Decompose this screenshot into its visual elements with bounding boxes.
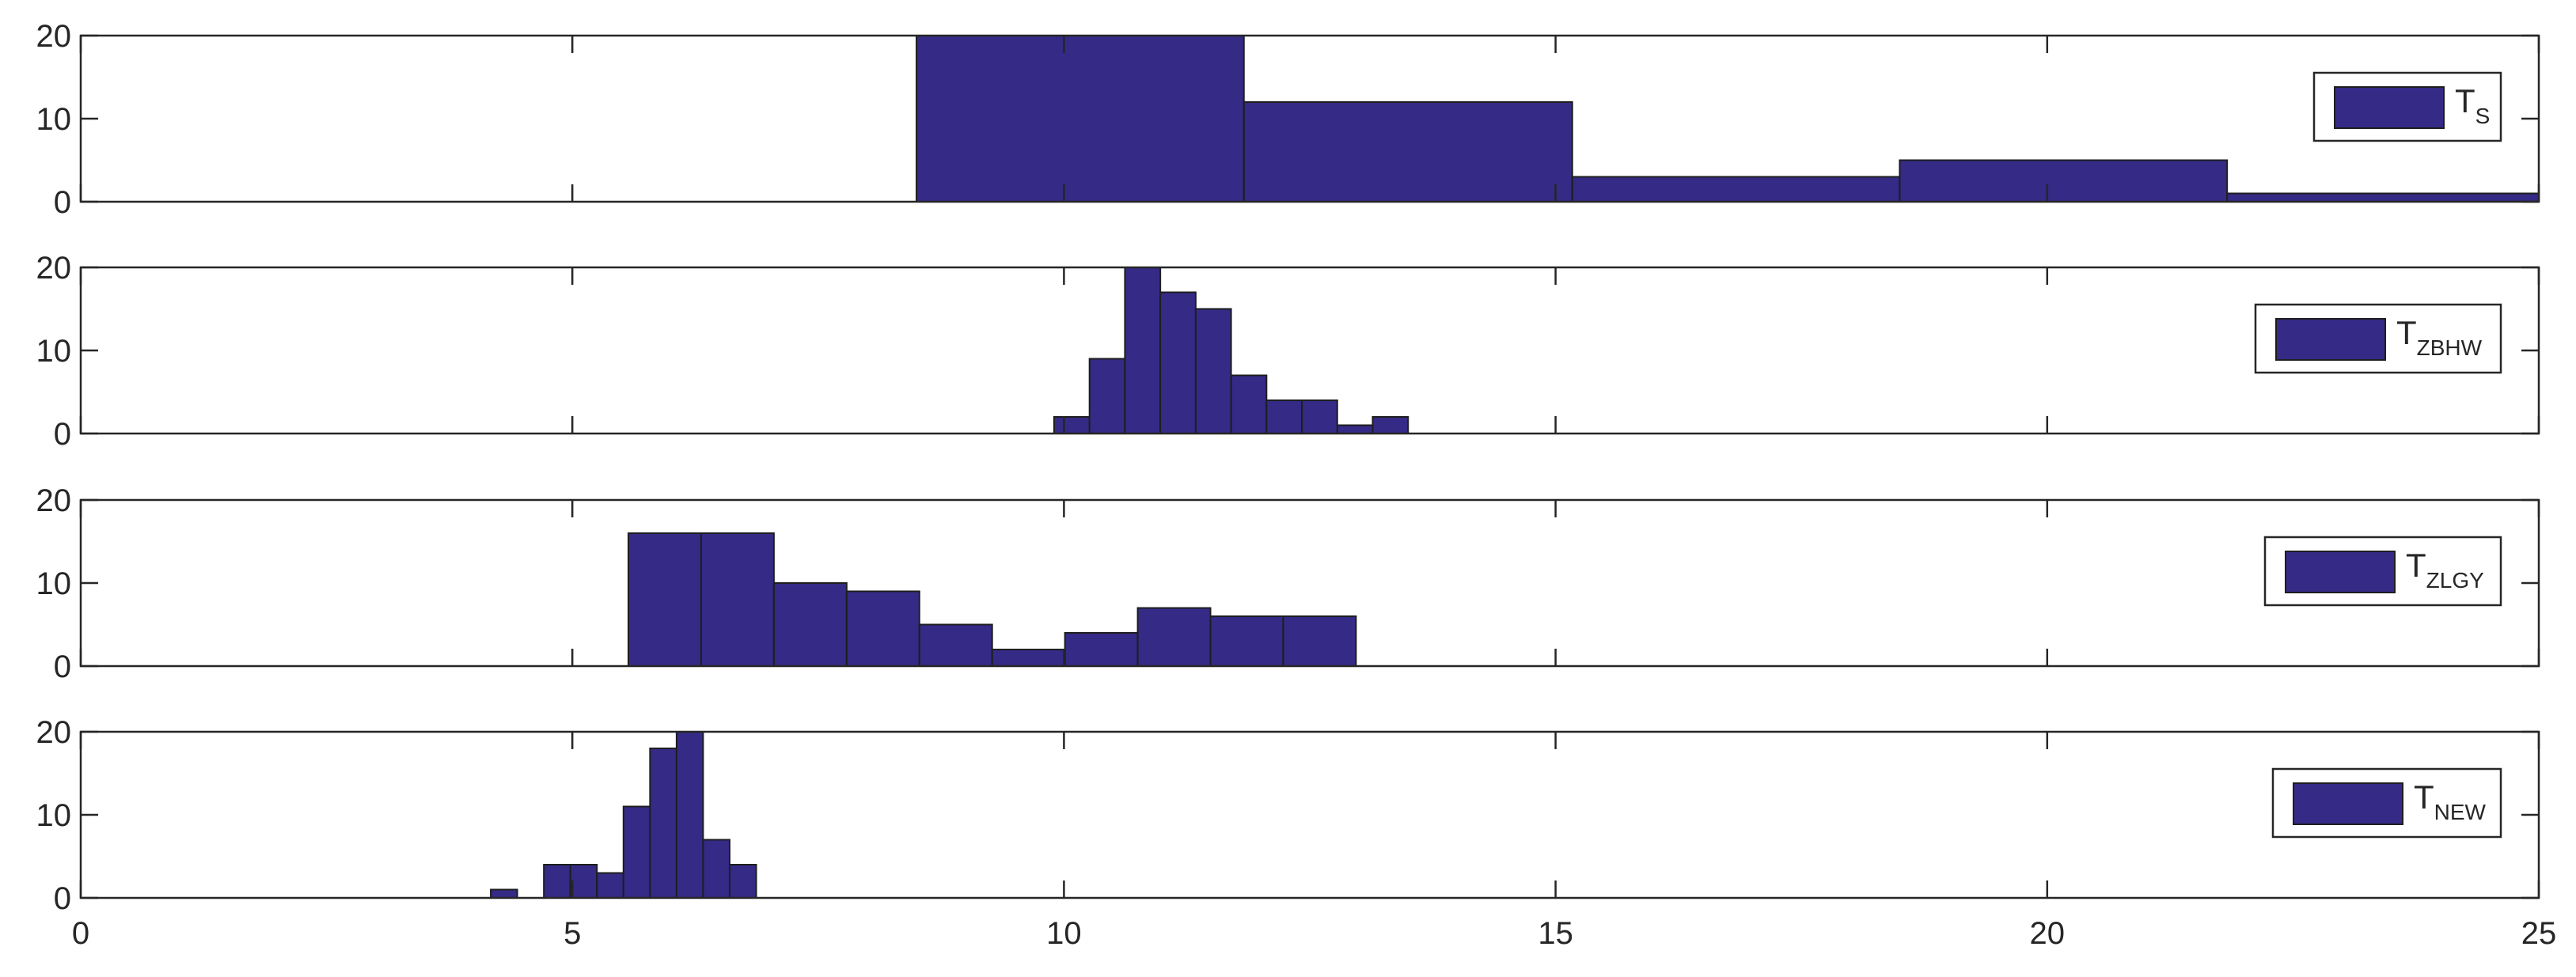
y-tick-label: 0	[54, 185, 71, 220]
histogram-bar	[845, 590, 920, 666]
histogram-bars	[628, 532, 1357, 666]
histogram-bar	[569, 864, 598, 898]
histogram-bar	[1371, 416, 1409, 434]
histogram-bar	[1899, 159, 2229, 202]
histogram-bar	[1194, 308, 1232, 434]
histogram-bar	[918, 623, 993, 666]
histogram-bar	[1064, 632, 1139, 666]
y-tick-label: 20	[36, 715, 72, 750]
legend: TNEW	[2271, 767, 2502, 839]
histogram-bars	[1053, 267, 1409, 434]
histogram-bar	[1136, 607, 1212, 666]
histogram-bar	[1242, 101, 1573, 202]
histogram-bar	[916, 36, 1245, 202]
histogram-bars	[490, 732, 757, 898]
x-tick-label: 20	[2030, 916, 2066, 951]
legend-label: TS	[2455, 82, 2490, 128]
y-tick-label: 10	[36, 102, 72, 137]
histogram-bar	[991, 649, 1066, 666]
y-tick-label: 20	[36, 483, 72, 518]
y-tick-label: 10	[36, 798, 72, 833]
histogram-panel-3: 0 10 20 TZLGY	[36, 483, 2540, 684]
histogram-bar	[1159, 291, 1197, 434]
legend: TZLGY	[2263, 536, 2502, 607]
y-tick-label: 10	[36, 334, 72, 369]
histogram-bar	[772, 582, 848, 666]
y-tick-label: 0	[54, 417, 71, 452]
histogram-bar	[1088, 358, 1126, 434]
legend-label: TZLGY	[2406, 547, 2484, 593]
y-tick-label: 20	[36, 251, 72, 286]
histogram-bar	[728, 864, 757, 898]
legend-swatch	[2275, 318, 2386, 361]
legend-swatch	[2334, 86, 2445, 129]
histogram-bar	[490, 888, 518, 898]
histogram-bar	[1230, 374, 1268, 434]
y-tick-label: 0	[54, 881, 71, 916]
x-tick-label: 10	[1046, 916, 1082, 951]
legend-swatch	[2285, 551, 2396, 593]
histogram-bar	[628, 532, 702, 666]
legend-label: TZBHW	[2396, 314, 2483, 360]
histogram-bar	[675, 732, 704, 898]
histogram-bar	[1124, 267, 1162, 434]
histogram-bar	[622, 805, 651, 898]
histogram-bar	[1571, 176, 1901, 202]
x-tick-label: 0	[72, 916, 89, 951]
legend: TS	[2312, 71, 2502, 142]
legend-label: TNEW	[2414, 778, 2487, 824]
y-tick-label: 10	[36, 566, 72, 601]
histogram-bar	[702, 839, 730, 898]
axes-background	[81, 732, 2539, 898]
histogram-bar	[1301, 400, 1338, 434]
histogram-bar	[2226, 192, 2539, 202]
histogram-panel-4: 0 10 20 0 5 10 15 20 25 TNEW	[36, 715, 2557, 951]
histogram-bar	[543, 864, 571, 898]
y-tick-label: 20	[36, 19, 72, 54]
y-tick-label: 0	[54, 649, 71, 684]
histogram-bar	[1282, 615, 1357, 666]
histogram-bar	[1265, 400, 1303, 434]
x-tick-label: 25	[2521, 916, 2557, 951]
histogram-bar	[1053, 416, 1091, 434]
histogram-bar	[596, 872, 624, 898]
histogram-panel-2: 0 10 20 TZBHW	[36, 251, 2540, 452]
legend: TZBHW	[2254, 303, 2502, 374]
histogram-bar	[1336, 424, 1374, 434]
histogram-panel-1: 0 10 20 TS	[36, 19, 2540, 220]
legend-swatch	[2293, 782, 2403, 825]
histogram-bars	[916, 36, 2539, 202]
histogram-bar	[649, 748, 677, 898]
x-tick-label: 15	[1538, 916, 1573, 951]
histogram-bar	[1209, 615, 1284, 666]
x-tick-label: 5	[563, 916, 581, 951]
histogram-bar	[700, 532, 775, 666]
